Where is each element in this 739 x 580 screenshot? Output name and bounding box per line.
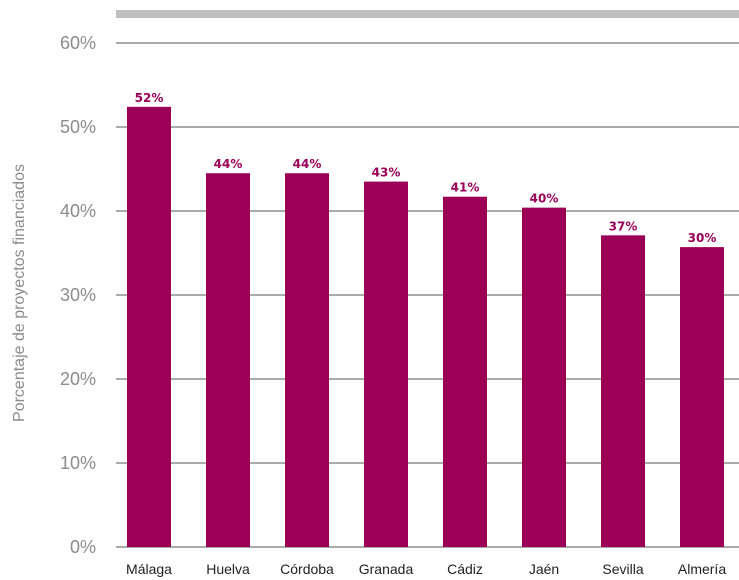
- category-label: Sevilla: [602, 561, 643, 577]
- y-tick-label: 40%: [60, 201, 96, 221]
- data-label: 37%: [609, 219, 638, 233]
- top-band: [116, 10, 739, 18]
- category-label: Granada: [359, 561, 414, 577]
- bar: [601, 235, 645, 548]
- data-label: 44%: [293, 157, 322, 171]
- bar: [522, 207, 566, 547]
- category-label: Cádiz: [447, 561, 483, 577]
- bar: [206, 173, 250, 547]
- category-label: Málaga: [126, 561, 172, 577]
- bar: [285, 173, 329, 547]
- data-label: 44%: [214, 157, 243, 171]
- data-label: 30%: [688, 231, 717, 245]
- y-tick-label: 20%: [60, 369, 96, 389]
- bar: [443, 196, 487, 547]
- bars: [127, 106, 724, 548]
- category-label: Huelva: [206, 561, 250, 577]
- category-label: Jaén: [529, 561, 559, 577]
- data-label: 52%: [135, 91, 164, 105]
- bar: [680, 247, 724, 547]
- x-axis-category-labels: Málaga Huelva Córdoba Granada Cádiz Jaén Sevil…: [126, 561, 726, 577]
- y-tick-label: 10%: [60, 453, 96, 473]
- category-label: Córdoba: [280, 561, 334, 577]
- y-tick-label: 30%: [60, 285, 96, 305]
- data-label: 43%: [372, 166, 401, 180]
- y-tick-label: 50%: [60, 117, 96, 137]
- data-labels: 52% 44% 44% 43% 41% 40% 37% 30%: [135, 91, 717, 245]
- data-label: 40%: [530, 192, 559, 206]
- data-label: 41%: [451, 181, 480, 195]
- y-tick-label: 0%: [70, 537, 96, 557]
- y-axis-tick-labels: 0% 10% 20% 30% 40% 50% 60%: [60, 33, 96, 557]
- bar: [127, 106, 171, 547]
- y-tick-label: 60%: [60, 33, 96, 53]
- bar: [364, 181, 408, 547]
- y-axis-title: Porcentaje de proyectos financiados: [11, 164, 28, 422]
- category-label: Almería: [678, 561, 726, 577]
